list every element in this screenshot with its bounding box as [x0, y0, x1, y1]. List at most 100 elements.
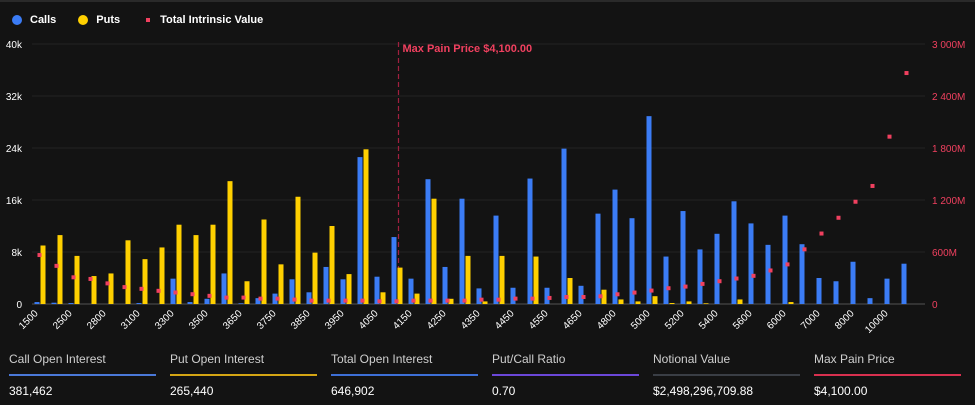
- call-bar: [595, 213, 601, 304]
- tiv-point: [394, 299, 399, 304]
- x-axis-tick: 4350: [459, 308, 483, 332]
- tiv-point: [445, 298, 450, 303]
- call-bar: [340, 279, 346, 304]
- tiv-point: [564, 294, 569, 299]
- call-bar: [799, 244, 805, 304]
- put-bar: [465, 255, 471, 304]
- tiv-point: [802, 247, 807, 252]
- tiv-point: [853, 199, 858, 204]
- call-bar: [272, 293, 278, 304]
- puts-dot-icon: [78, 15, 89, 25]
- tiv-point: [462, 298, 467, 303]
- legend-puts[interactable]: Puts: [78, 14, 120, 26]
- tiv-point: [360, 298, 365, 303]
- tiv-square-icon: [146, 18, 151, 22]
- call-bar: [459, 198, 465, 304]
- put-bar: [448, 298, 454, 304]
- put-bar: [142, 259, 148, 304]
- legend-tiv[interactable]: Total Intrinsic Value: [142, 14, 263, 26]
- call-bar: [221, 273, 227, 304]
- call-bar: [170, 278, 176, 304]
- stat-underline: [814, 374, 961, 376]
- stat-value: 381,462: [9, 384, 53, 398]
- call-bar: [765, 244, 771, 304]
- call-bar: [697, 249, 703, 304]
- x-axis-tick: 4150: [391, 308, 415, 332]
- tiv-point: [122, 285, 127, 290]
- right-axis-tick: 1 800M: [932, 144, 965, 155]
- call-bar: [68, 303, 74, 304]
- call-bar: [51, 302, 57, 304]
- tiv-point: [275, 296, 280, 301]
- tiv-point: [343, 298, 348, 303]
- left-axis-tick: 16k: [6, 196, 23, 207]
- tiv-point: [513, 296, 518, 301]
- put-bar: [618, 299, 624, 304]
- left-axis-tick: 32k: [6, 92, 23, 103]
- call-bar: [238, 303, 244, 304]
- call-bar: [204, 298, 210, 304]
- tiv-point: [428, 298, 433, 303]
- call-bar: [323, 266, 329, 304]
- x-axis-tick: 3300: [153, 308, 177, 332]
- x-axis-tick: 3650: [221, 308, 245, 332]
- call-bar: [867, 298, 873, 304]
- tiv-point: [71, 275, 76, 280]
- tiv-point: [377, 299, 382, 304]
- x-axis-tick: 4250: [425, 308, 449, 332]
- put-bar: [159, 247, 165, 304]
- stat-underline: [170, 374, 317, 376]
- stat-label: Call Open Interest: [9, 352, 106, 366]
- tiv-point: [615, 292, 620, 297]
- x-axis-tick: 4450: [493, 308, 517, 332]
- tiv-point: [904, 71, 909, 76]
- call-bar: [663, 256, 669, 304]
- put-bar: [567, 278, 573, 304]
- x-axis-tick: 5600: [731, 308, 755, 332]
- max-pain-label: Max Pain Price $4,100.00: [403, 43, 533, 55]
- tiv-point: [530, 296, 535, 301]
- put-bar: [108, 273, 114, 304]
- right-axis-tick: 2 400M: [932, 92, 965, 103]
- call-bar: [34, 302, 40, 304]
- tiv-point: [887, 134, 892, 139]
- x-axis-tick: 2800: [85, 308, 109, 332]
- x-axis-tick: 10000: [863, 308, 891, 336]
- tiv-point: [292, 297, 297, 302]
- put-bar: [227, 181, 233, 304]
- stat-label: Max Pain Price: [814, 352, 895, 366]
- stat-put-call-ratio: Put/Call Ratio 0.70: [492, 352, 639, 398]
- put-bar: [210, 224, 216, 304]
- legend-calls[interactable]: Calls: [12, 14, 56, 26]
- put-bar: [380, 292, 386, 304]
- top-border: [0, 0, 975, 2]
- call-bar: [646, 116, 652, 305]
- call-bar: [493, 215, 499, 304]
- call-bar: [884, 278, 890, 304]
- call-bar: [255, 298, 261, 304]
- stat-value: 265,440: [170, 384, 214, 398]
- put-bar: [499, 255, 505, 304]
- tiv-point: [649, 288, 654, 293]
- tiv-point: [683, 284, 688, 289]
- put-bar: [312, 252, 318, 304]
- x-axis-tick: 3750: [255, 308, 279, 332]
- call-bar: [527, 178, 533, 304]
- call-bar: [901, 263, 907, 304]
- call-bar: [187, 302, 193, 304]
- call-bar: [289, 279, 295, 304]
- stat-underline: [653, 374, 800, 376]
- stat-max-pain: Max Pain Price $4,100.00: [814, 352, 961, 398]
- call-bar: [425, 179, 431, 304]
- x-axis-tick: 3950: [323, 308, 347, 332]
- x-axis-tick: 5200: [663, 308, 687, 332]
- put-bar: [601, 289, 607, 304]
- tiv-point: [241, 295, 246, 300]
- tiv-point: [751, 273, 756, 278]
- put-bar: [414, 293, 420, 304]
- call-bar: [408, 278, 414, 304]
- left-axis-tick: 0: [16, 300, 22, 311]
- put-bar: [635, 301, 641, 304]
- x-axis-tick: 2500: [51, 308, 75, 332]
- right-axis-tick: 1 200M: [932, 196, 965, 207]
